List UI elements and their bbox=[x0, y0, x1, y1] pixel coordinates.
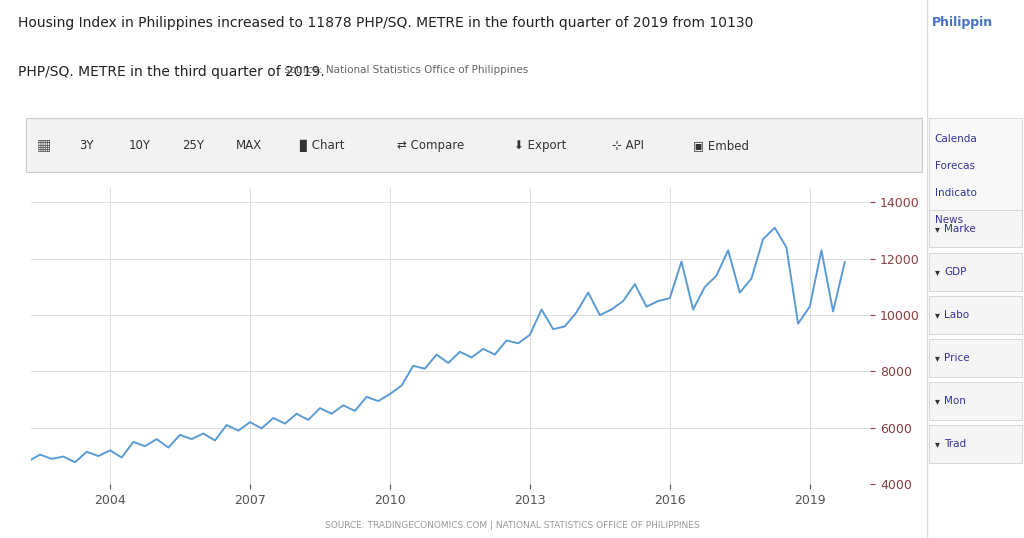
Text: ▾: ▾ bbox=[935, 439, 939, 449]
Text: 25Y: 25Y bbox=[182, 139, 205, 152]
FancyBboxPatch shape bbox=[929, 253, 1022, 291]
Text: Mon: Mon bbox=[944, 396, 966, 406]
Text: Price: Price bbox=[944, 353, 970, 363]
Text: ▾: ▾ bbox=[935, 267, 939, 277]
Text: 10Y: 10Y bbox=[129, 139, 151, 152]
Text: SOURCE: TRADINGECONOMICS.COM | NATIONAL STATISTICS OFFICE OF PHILIPPINES: SOURCE: TRADINGECONOMICS.COM | NATIONAL … bbox=[325, 521, 699, 530]
Text: ▾: ▾ bbox=[935, 310, 939, 320]
FancyBboxPatch shape bbox=[929, 118, 1022, 231]
Text: ⬇ Export: ⬇ Export bbox=[514, 139, 566, 152]
Text: ⇄ Compare: ⇄ Compare bbox=[397, 139, 465, 152]
Text: Forecas: Forecas bbox=[935, 161, 975, 172]
Text: 3Y: 3Y bbox=[80, 139, 94, 152]
Text: Indicato: Indicato bbox=[935, 188, 976, 199]
Text: Trad: Trad bbox=[944, 439, 967, 449]
Text: PHP/SQ. METRE in the third quarter of 2019.: PHP/SQ. METRE in the third quarter of 20… bbox=[18, 65, 326, 79]
Text: Housing Index in Philippines increased to 11878 PHP/SQ. METRE in the fourth quar: Housing Index in Philippines increased t… bbox=[18, 16, 754, 30]
Text: Labo: Labo bbox=[944, 310, 970, 320]
Text: ▣ Embed: ▣ Embed bbox=[693, 139, 750, 152]
Text: source: National Statistics Office of Philippines: source: National Statistics Office of Ph… bbox=[281, 65, 528, 75]
Text: ▾: ▾ bbox=[935, 396, 939, 406]
Text: Calenda: Calenda bbox=[935, 134, 977, 145]
Text: ▊ Chart: ▊ Chart bbox=[299, 139, 344, 152]
FancyBboxPatch shape bbox=[26, 118, 922, 172]
Text: MAX: MAX bbox=[237, 139, 262, 152]
FancyBboxPatch shape bbox=[929, 382, 1022, 420]
FancyBboxPatch shape bbox=[929, 339, 1022, 377]
Text: Philippin: Philippin bbox=[932, 16, 992, 29]
Text: ▦: ▦ bbox=[37, 138, 51, 153]
Text: GDP: GDP bbox=[944, 267, 967, 277]
FancyBboxPatch shape bbox=[929, 425, 1022, 463]
Text: ▾: ▾ bbox=[935, 224, 939, 233]
Text: ⊹ API: ⊹ API bbox=[612, 139, 644, 152]
FancyBboxPatch shape bbox=[929, 210, 1022, 247]
Text: Marke: Marke bbox=[944, 224, 976, 233]
Text: ▾: ▾ bbox=[935, 353, 939, 363]
Text: News: News bbox=[935, 215, 963, 225]
FancyBboxPatch shape bbox=[929, 296, 1022, 334]
